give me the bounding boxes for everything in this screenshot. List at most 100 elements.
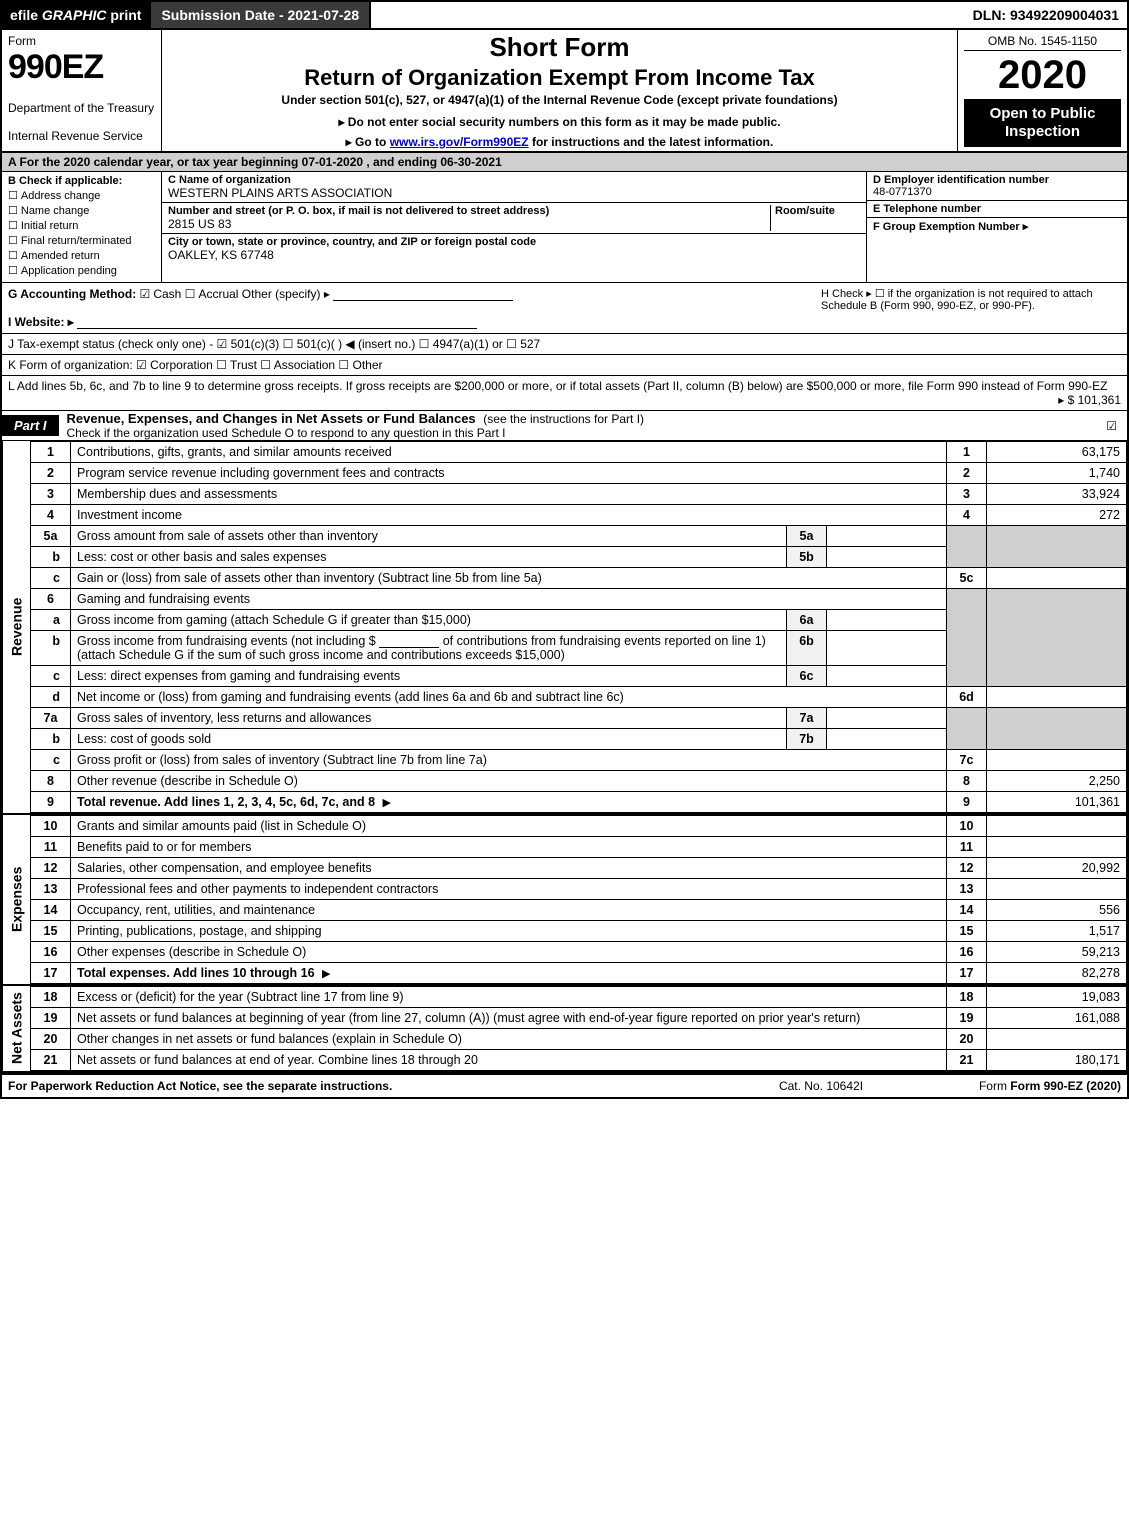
- l13-n: 13: [31, 879, 71, 900]
- l5-shade: [947, 526, 987, 568]
- street-value: 2815 US 83: [168, 217, 770, 231]
- l6b-d: Gross income from fundraising events (no…: [71, 631, 787, 666]
- l3-n: 3: [31, 484, 71, 505]
- l5a-subv: [827, 526, 947, 547]
- l7b-subv: [827, 729, 947, 750]
- g-accrual[interactable]: Accrual: [185, 287, 239, 301]
- g-other: Other (specify) ▸: [242, 287, 330, 301]
- line-10: 10 Grants and similar amounts paid (list…: [31, 816, 1127, 837]
- l6-shade-v: [987, 589, 1127, 687]
- line-18: 18 Excess or (deficit) for the year (Sub…: [31, 987, 1127, 1008]
- l5c-v: [987, 568, 1127, 589]
- l7c-v: [987, 750, 1127, 771]
- page-footer: For Paperwork Reduction Act Notice, see …: [0, 1073, 1129, 1099]
- part1-header: Part I Revenue, Expenses, and Changes in…: [0, 411, 1129, 441]
- header-right: OMB No. 1545-1150 2020 Open to Public In…: [957, 30, 1127, 151]
- l2-num: 2: [947, 463, 987, 484]
- chk-amended-return[interactable]: Amended return: [8, 249, 155, 262]
- revenue-section: Revenue 1 Contributions, gifts, grants, …: [0, 441, 1129, 813]
- line-12: 12 Salaries, other compensation, and emp…: [31, 858, 1127, 879]
- g-cash[interactable]: Cash: [140, 287, 182, 301]
- topbar-spacer: [371, 2, 965, 28]
- side-label-expenses: Expenses: [2, 815, 30, 984]
- col-b-checkboxes: B Check if applicable: Address change Na…: [2, 172, 162, 282]
- l14-v: 556: [987, 900, 1127, 921]
- note2-post: for instructions and the latest informat…: [529, 135, 774, 149]
- cell-ein: D Employer identification number 48-0771…: [867, 172, 1127, 201]
- part1-check-text: Check if the organization used Schedule …: [67, 426, 506, 440]
- submission-date: Submission Date - 2021-07-28: [149, 2, 371, 28]
- part1-sub: (see the instructions for Part I): [483, 412, 644, 426]
- netassets-table: 18 Excess or (deficit) for the year (Sub…: [30, 986, 1127, 1071]
- l18-n: 18: [31, 987, 71, 1008]
- line-3: 3 Membership dues and assessments 3 33,9…: [31, 484, 1127, 505]
- l6b-blank[interactable]: [379, 634, 439, 648]
- l5-shade-v: [987, 526, 1127, 568]
- l7b-n: b: [31, 729, 71, 750]
- l6-d: Gaming and fundraising events: [71, 589, 947, 610]
- l21-v: 180,171: [987, 1050, 1127, 1071]
- note-ssn: ▸ Do not enter social security numbers o…: [170, 115, 949, 129]
- l10-v: [987, 816, 1127, 837]
- website-field[interactable]: [77, 315, 477, 329]
- l11-num: 11: [947, 837, 987, 858]
- l21-d: Net assets or fund balances at end of ye…: [71, 1050, 947, 1071]
- top-bar: efile GRAPHIC print Submission Date - 20…: [0, 0, 1129, 30]
- irs-link[interactable]: www.irs.gov/Form990EZ: [390, 135, 529, 149]
- l10-num: 10: [947, 816, 987, 837]
- l9-d-text: Total revenue. Add lines 1, 2, 3, 4, 5c,…: [77, 795, 375, 809]
- line-6: 6 Gaming and fundraising events: [31, 589, 1127, 610]
- l7c-d: Gross profit or (loss) from sales of inv…: [71, 750, 947, 771]
- chk-initial-return[interactable]: Initial return: [8, 219, 155, 232]
- footer-mid: Cat. No. 10642I: [721, 1079, 921, 1093]
- chk-name-change[interactable]: Name change: [8, 204, 155, 217]
- l6c-n: c: [31, 666, 71, 687]
- l17-num: 17: [947, 963, 987, 984]
- chk-address-change[interactable]: Address change: [8, 189, 155, 202]
- street-label: Number and street (or P. O. box, if mail…: [168, 205, 770, 217]
- l1-d: Contributions, gifts, grants, and simila…: [71, 442, 947, 463]
- chk-final-return[interactable]: Final return/terminated: [8, 234, 155, 247]
- form-subtitle: Under section 501(c), 527, or 4947(a)(1)…: [170, 93, 949, 107]
- form-word: Form: [8, 34, 155, 48]
- l17-n: 17: [31, 963, 71, 984]
- line-5c: c Gain or (loss) from sale of assets oth…: [31, 568, 1127, 589]
- l6b-subv: [827, 631, 947, 666]
- l1-num: 1: [947, 442, 987, 463]
- chk-application-pending[interactable]: Application pending: [8, 264, 155, 277]
- footer-right: Form Form 990-EZ (2020): [921, 1079, 1121, 1093]
- l18-d: Excess or (deficit) for the year (Subtra…: [71, 987, 947, 1008]
- l5b-sub: 5b: [787, 547, 827, 568]
- l6d-v: [987, 687, 1127, 708]
- expenses-table: 10 Grants and similar amounts paid (list…: [30, 815, 1127, 984]
- l7b-d: Less: cost of goods sold: [71, 729, 787, 750]
- l20-d: Other changes in net assets or fund bala…: [71, 1029, 947, 1050]
- header-left: Form 990EZ Department of the Treasury In…: [2, 30, 162, 151]
- l19-v: 161,088: [987, 1008, 1127, 1029]
- print-text[interactable]: print: [110, 7, 141, 23]
- entity-info-grid: B Check if applicable: Address change Na…: [0, 172, 1129, 283]
- l12-n: 12: [31, 858, 71, 879]
- l6a-subv: [827, 610, 947, 631]
- l11-d: Benefits paid to or for members: [71, 837, 947, 858]
- col-c-org-info: C Name of organization WESTERN PLAINS AR…: [162, 172, 867, 282]
- org-name-value: WESTERN PLAINS ARTS ASSOCIATION: [168, 186, 860, 200]
- l9-arrow-icon: [379, 795, 395, 809]
- line-7a: 7a Gross sales of inventory, less return…: [31, 708, 1127, 729]
- note-link: ▸ Go to www.irs.gov/Form990EZ for instru…: [170, 135, 949, 149]
- part1-checkbox[interactable]: ☑: [1106, 419, 1127, 433]
- netassets-section: Net Assets 18 Excess or (deficit) for th…: [0, 984, 1129, 1073]
- section-ghi: G Accounting Method: Cash Accrual Other …: [0, 283, 1129, 334]
- l1-n: 1: [31, 442, 71, 463]
- l1-v: 63,175: [987, 442, 1127, 463]
- l13-num: 13: [947, 879, 987, 900]
- graphic-text: GRAPHIC: [42, 7, 107, 23]
- row-k-form-org: K Form of organization: ☑ Corporation ☐ …: [0, 355, 1129, 376]
- l6d-num: 6d: [947, 687, 987, 708]
- g-other-field[interactable]: [333, 287, 513, 301]
- cell-city: City or town, state or province, country…: [162, 234, 866, 264]
- l11-n: 11: [31, 837, 71, 858]
- l6a-sub: 6a: [787, 610, 827, 631]
- form-title: Return of Organization Exempt From Incom…: [170, 65, 949, 91]
- g-label: G Accounting Method:: [8, 287, 136, 301]
